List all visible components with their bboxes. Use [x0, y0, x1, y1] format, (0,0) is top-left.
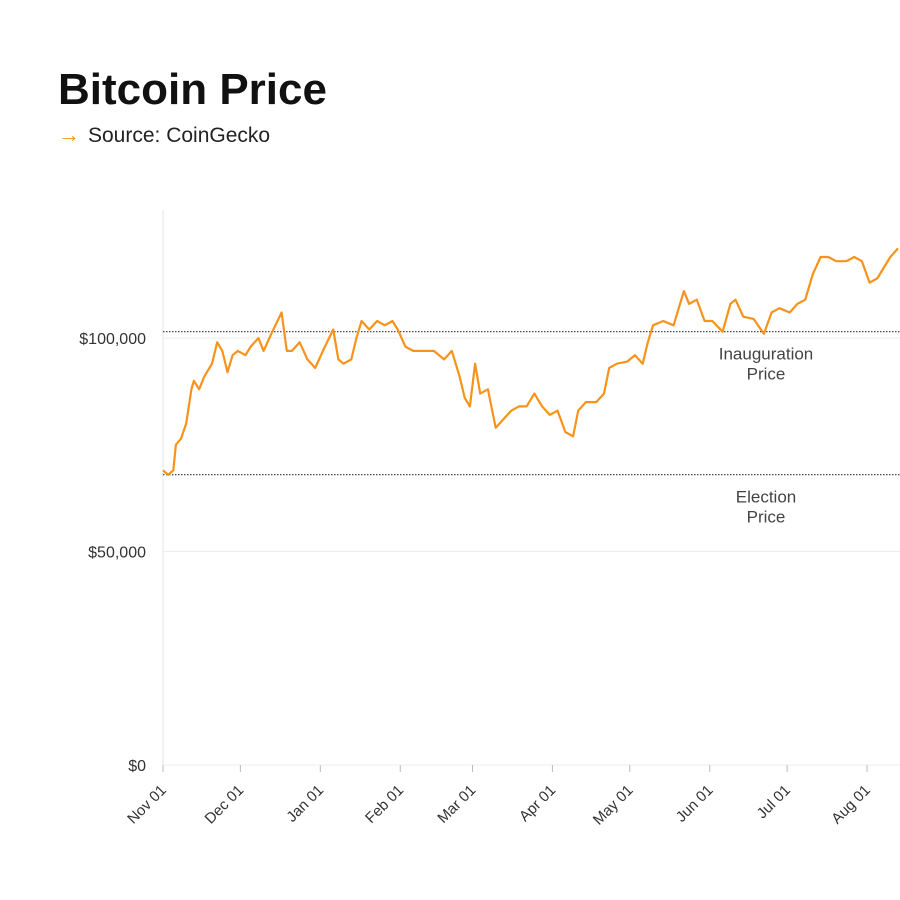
annotation: Price	[747, 508, 786, 527]
y-tick-label: $0	[128, 758, 146, 775]
x-tick-label: Apr 01	[516, 782, 559, 825]
x-tick-label: Nov 01	[124, 782, 170, 828]
subtitle: Source: CoinGecko	[88, 124, 270, 147]
x-tick-label: Jun 01	[673, 782, 717, 826]
x-tick-label: Feb 01	[362, 782, 407, 827]
annotation: Inauguration	[719, 345, 814, 364]
subtitle-arrow: →	[58, 122, 80, 147]
x-tick-label: Dec 01	[202, 782, 248, 828]
x-tick-label: Jul 01	[754, 782, 794, 822]
x-tick-label: Mar 01	[434, 782, 479, 827]
chart-title: Bitcoin Price	[58, 65, 327, 114]
x-tick-label: May 01	[590, 782, 637, 829]
annotation: Election	[736, 488, 796, 507]
x-tick-label: Jan 01	[283, 782, 327, 826]
price-line	[162, 247, 899, 476]
annotation: Price	[747, 365, 786, 384]
x-tick-label: Aug 01	[828, 782, 874, 828]
y-tick-label: $50,000	[88, 545, 146, 562]
y-tick-label: $100,000	[79, 331, 146, 348]
